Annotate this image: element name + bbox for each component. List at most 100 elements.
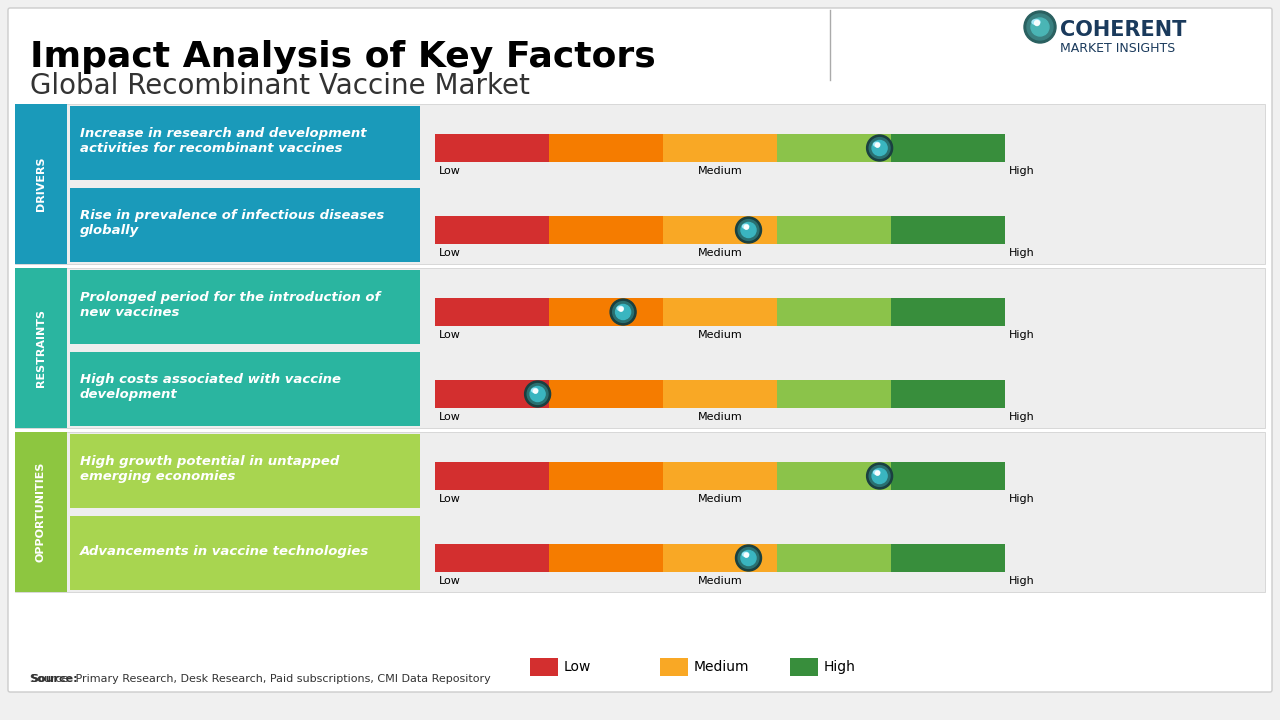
Circle shape [616, 305, 631, 320]
Bar [15, 104, 67, 264]
Text: Source: Primary Research, Desk Research, Paid subscriptions, CMI Data Repository: Source: Primary Research, Desk Research,… [29, 674, 490, 684]
FancyBboxPatch shape [8, 8, 1272, 692]
Bar [549, 298, 663, 326]
Ellipse shape [617, 306, 623, 310]
Bar [435, 298, 549, 326]
Circle shape [741, 551, 756, 565]
Text: High: High [1009, 330, 1034, 340]
Text: Medium: Medium [698, 412, 742, 422]
Text: High: High [1009, 166, 1034, 176]
Text: Low: Low [439, 412, 461, 422]
Circle shape [1027, 14, 1053, 40]
Text: OPPORTUNITIES: OPPORTUNITIES [36, 462, 46, 562]
Ellipse shape [742, 552, 749, 557]
Text: DRIVERS: DRIVERS [36, 157, 46, 211]
Circle shape [876, 471, 879, 475]
Bar [777, 216, 891, 244]
Circle shape [736, 217, 762, 243]
Bar [891, 298, 1005, 326]
Text: Medium: Medium [694, 660, 750, 674]
Bar [663, 380, 777, 408]
Bar [70, 270, 420, 344]
Bar [70, 188, 420, 262]
Ellipse shape [1032, 19, 1039, 24]
Text: Advancements in vaccine technologies: Advancements in vaccine technologies [79, 544, 369, 557]
Bar [891, 380, 1005, 408]
Circle shape [876, 143, 879, 147]
Text: High growth potential in untapped
emerging economies: High growth potential in untapped emergi… [79, 455, 339, 483]
Bar [549, 134, 663, 162]
Text: Increase in research and development
activities for recombinant vaccines: Increase in research and development act… [79, 127, 366, 155]
Text: RESTRAINTS: RESTRAINTS [36, 309, 46, 387]
Circle shape [745, 225, 749, 229]
Bar [891, 134, 1005, 162]
Bar [435, 380, 1005, 408]
Circle shape [739, 220, 759, 240]
Text: High: High [1009, 248, 1034, 258]
Bar [435, 462, 1005, 490]
Text: Medium: Medium [698, 576, 742, 586]
Ellipse shape [742, 225, 749, 228]
Circle shape [611, 299, 636, 325]
Circle shape [869, 466, 890, 487]
Bar [15, 268, 1265, 428]
Bar [70, 516, 420, 590]
Circle shape [1030, 18, 1050, 36]
Text: Low: Low [439, 576, 461, 586]
Circle shape [525, 381, 550, 407]
Bar [435, 544, 549, 572]
Bar [435, 298, 1005, 326]
Bar [663, 298, 777, 326]
Circle shape [527, 384, 548, 405]
Bar [777, 134, 891, 162]
Text: High: High [824, 660, 856, 674]
Text: Medium: Medium [698, 494, 742, 504]
Text: COHERENT: COHERENT [1060, 20, 1187, 40]
Bar [549, 544, 663, 572]
Circle shape [1024, 11, 1056, 43]
Circle shape [620, 307, 623, 311]
Bar [549, 216, 663, 244]
Bar [15, 432, 1265, 592]
Text: High: High [1009, 412, 1034, 422]
Circle shape [867, 463, 892, 489]
Bar [891, 544, 1005, 572]
Bar [663, 544, 777, 572]
Circle shape [530, 387, 545, 402]
Circle shape [739, 548, 759, 568]
Circle shape [745, 553, 749, 557]
Bar [70, 352, 420, 426]
Text: Rise in prevalence of infectious diseases
globally: Rise in prevalence of infectious disease… [79, 209, 384, 237]
Text: Medium: Medium [698, 330, 742, 340]
Circle shape [736, 545, 762, 571]
Text: MARKET INSIGHTS: MARKET INSIGHTS [1060, 42, 1175, 55]
Circle shape [872, 140, 887, 156]
Text: Global Recombinant Vaccine Market: Global Recombinant Vaccine Market [29, 72, 530, 100]
Bar [891, 216, 1005, 244]
Bar [15, 104, 1265, 264]
Text: Impact Analysis of Key Factors: Impact Analysis of Key Factors [29, 40, 655, 74]
Text: Medium: Medium [698, 166, 742, 176]
Bar [663, 462, 777, 490]
Ellipse shape [531, 388, 538, 392]
Bar [15, 268, 67, 428]
Bar [660, 658, 689, 676]
Bar [891, 462, 1005, 490]
Ellipse shape [874, 470, 879, 474]
Text: High: High [1009, 576, 1034, 586]
Circle shape [872, 469, 887, 484]
Bar [435, 216, 1005, 244]
Circle shape [534, 389, 538, 393]
Bar [549, 380, 663, 408]
Text: Medium: Medium [698, 248, 742, 258]
Circle shape [869, 138, 890, 158]
Text: Low: Low [564, 660, 591, 674]
Text: High: High [1009, 494, 1034, 504]
Bar [15, 432, 67, 592]
Circle shape [741, 222, 756, 238]
Bar [530, 658, 558, 676]
Ellipse shape [874, 143, 879, 146]
Bar [435, 134, 1005, 162]
Bar [70, 106, 420, 180]
Text: Low: Low [439, 494, 461, 504]
